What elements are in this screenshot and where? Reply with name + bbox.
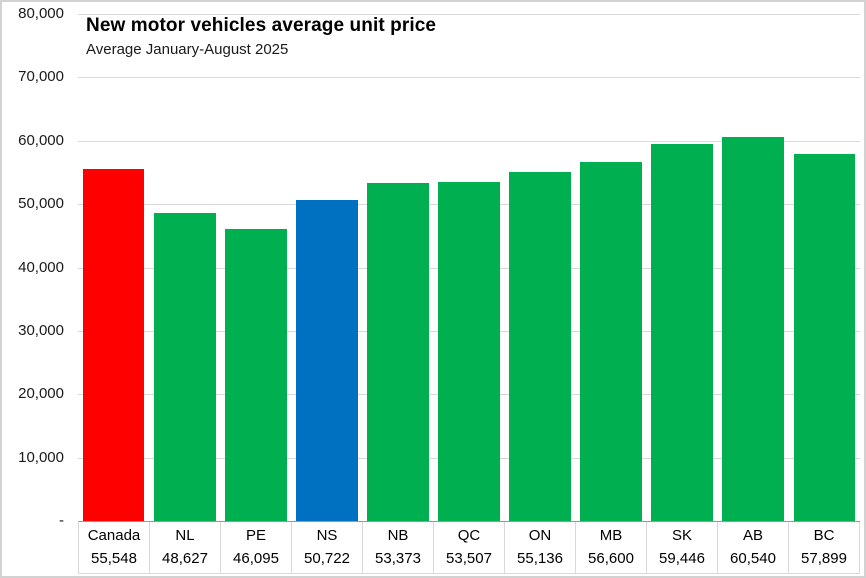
category-label: ON xyxy=(528,527,552,544)
y-axis-tick-label: 80,000 xyxy=(18,5,64,22)
y-axis-tick-label: 10,000 xyxy=(18,448,64,466)
table-cell-ab: AB 60,540 xyxy=(718,522,789,573)
value-label: 53,373 xyxy=(375,550,421,567)
bar-qc xyxy=(438,181,500,521)
y-axis-tick-label: 40,000 xyxy=(18,258,64,276)
table-cell-sk: SK 59,446 xyxy=(647,522,718,573)
chart-title-block: New motor vehicles average unit price Av… xyxy=(86,14,436,60)
category-label: PE xyxy=(245,527,266,544)
value-label: 59,446 xyxy=(659,550,705,567)
y-axis-tick-label: 60,000 xyxy=(18,131,64,149)
table-cell-nb: NB 53,373 xyxy=(363,522,434,573)
value-label: 55,548 xyxy=(91,550,137,567)
table-cell-nl: NL 48,627 xyxy=(150,522,221,573)
data-table: Canada 55,548 NL 48,627 PE 46,095 NS 50,722 NB 53… xyxy=(78,521,860,574)
bar-ns xyxy=(295,199,358,521)
value-label: 55,136 xyxy=(517,550,563,567)
value-label: 53,507 xyxy=(446,550,492,567)
y-axis-tick-label: 50,000 xyxy=(18,195,64,213)
bar-slot-ab xyxy=(718,14,789,521)
y-axis-tick-label: 70,000 xyxy=(18,68,64,86)
category-label: BC xyxy=(813,527,835,544)
bar-slot-nb xyxy=(362,14,433,521)
chart-subtitle: Average January-August 2025 xyxy=(86,41,289,58)
table-cell-ns: NS 50,722 xyxy=(292,522,363,573)
bar-bc xyxy=(793,154,856,521)
gridline xyxy=(78,14,860,15)
value-label: 57,899 xyxy=(801,550,847,567)
bar-slot-canada xyxy=(78,14,149,521)
plot-area xyxy=(78,14,860,521)
bar-slot-ns xyxy=(291,14,362,521)
value-label: 48,627 xyxy=(162,550,208,567)
category-label: NB xyxy=(387,527,409,544)
bar-slot-pe xyxy=(220,14,291,521)
value-label: 50,722 xyxy=(304,550,350,567)
bar-sk xyxy=(651,144,714,521)
value-label: 60,540 xyxy=(730,550,776,567)
bar-slot-sk xyxy=(647,14,718,521)
bar-on xyxy=(509,171,572,521)
category-label: AB xyxy=(742,527,763,544)
value-label: 56,600 xyxy=(588,550,634,567)
gridline xyxy=(78,77,860,78)
category-label: QC xyxy=(457,527,481,544)
bar-ab xyxy=(722,137,785,521)
category-label: MB xyxy=(599,527,623,544)
category-label: NS xyxy=(316,527,338,544)
value-label: 46,095 xyxy=(233,550,279,567)
bar-pe xyxy=(224,228,287,521)
table-cell-qc: QC 53,507 xyxy=(434,522,505,573)
category-label: NL xyxy=(175,527,195,544)
bar-slot-nl xyxy=(149,14,220,521)
table-cell-bc: BC 57,899 xyxy=(789,522,860,573)
gridline xyxy=(78,141,860,142)
table-cell-pe: PE 46,095 xyxy=(221,522,292,573)
bar-nb xyxy=(367,182,429,521)
y-axis-tick-label: - xyxy=(59,512,64,529)
bar-nl xyxy=(153,212,216,521)
bar-canada xyxy=(82,168,145,521)
category-label: Canada xyxy=(87,527,141,544)
chart-title: New motor vehicles average unit price xyxy=(86,15,437,36)
category-label: SK xyxy=(671,527,692,544)
y-axis-tick-label: 30,000 xyxy=(18,321,64,339)
bar-slot-on xyxy=(505,14,576,521)
bar-slot-mb xyxy=(576,14,647,521)
bar-mb xyxy=(580,162,643,521)
table-cell-on: ON 55,136 xyxy=(505,522,576,573)
table-cell-canada: Canada 55,548 xyxy=(79,522,150,573)
y-axis-tick-label: 20,000 xyxy=(18,385,64,403)
bar-slot-qc xyxy=(433,14,504,521)
table-cell-mb: MB 56,600 xyxy=(576,522,647,573)
bar-slot-bc xyxy=(789,14,860,521)
